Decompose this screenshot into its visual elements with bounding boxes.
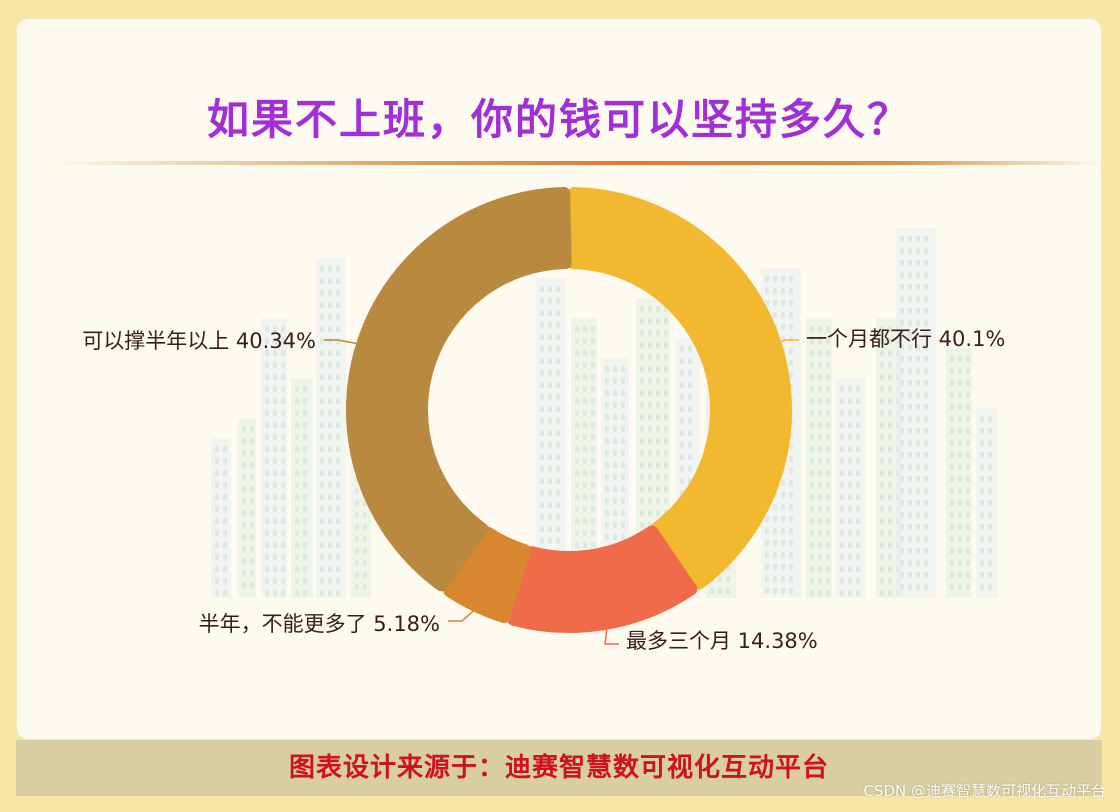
slice-leader-line xyxy=(448,610,474,622)
donut-slice xyxy=(566,187,792,590)
skyline-building xyxy=(291,378,313,598)
slice-label: 可以撑半年以上 40.34% xyxy=(82,329,316,353)
donut-slice xyxy=(443,526,531,624)
slice-label: 最多三个月 14.38% xyxy=(626,629,818,653)
footer-source-text: 图表设计来源于：迪赛智慧数可视化互动平台 xyxy=(288,753,829,783)
donut-chart: 一个月都不行 40.1% 最多三个月 14.38% 半年，不能更多了 5.18% 可以… xyxy=(82,187,1005,653)
watermark: CSDN @迪赛智慧数可视化互动平台 xyxy=(863,782,1106,800)
slice-label: 半年，不能更多了 5.18% xyxy=(199,612,440,636)
skyline-building xyxy=(211,438,231,598)
chart-card: 如果不上班，你的钱可以坚持多久？ 一个月都不行 40.1% 最多三个月 14.38… xyxy=(16,18,1102,740)
skyline-building xyxy=(261,318,287,598)
skyline-building xyxy=(536,278,566,598)
slice-leader-line xyxy=(604,629,619,645)
slice-leader-line xyxy=(780,339,799,343)
donut-slice xyxy=(507,525,698,633)
skyline-building xyxy=(836,378,866,598)
footer-bar: 图表设计来源于：迪赛智慧数可视化互动平台 xyxy=(16,740,1102,796)
chart-title: 如果不上班，你的钱可以坚持多久？ xyxy=(206,95,911,144)
skyline-building xyxy=(806,318,832,598)
slice-label: 一个月都不行 40.1% xyxy=(806,327,1005,351)
title-underline xyxy=(44,161,1102,165)
skyline-building xyxy=(316,258,346,598)
skyline-building xyxy=(896,228,936,598)
skyline-building xyxy=(238,418,256,598)
skyline-building xyxy=(946,348,972,598)
donut-slice xyxy=(346,187,572,592)
skyline-building xyxy=(976,408,998,598)
slice-leader-line xyxy=(324,339,357,345)
